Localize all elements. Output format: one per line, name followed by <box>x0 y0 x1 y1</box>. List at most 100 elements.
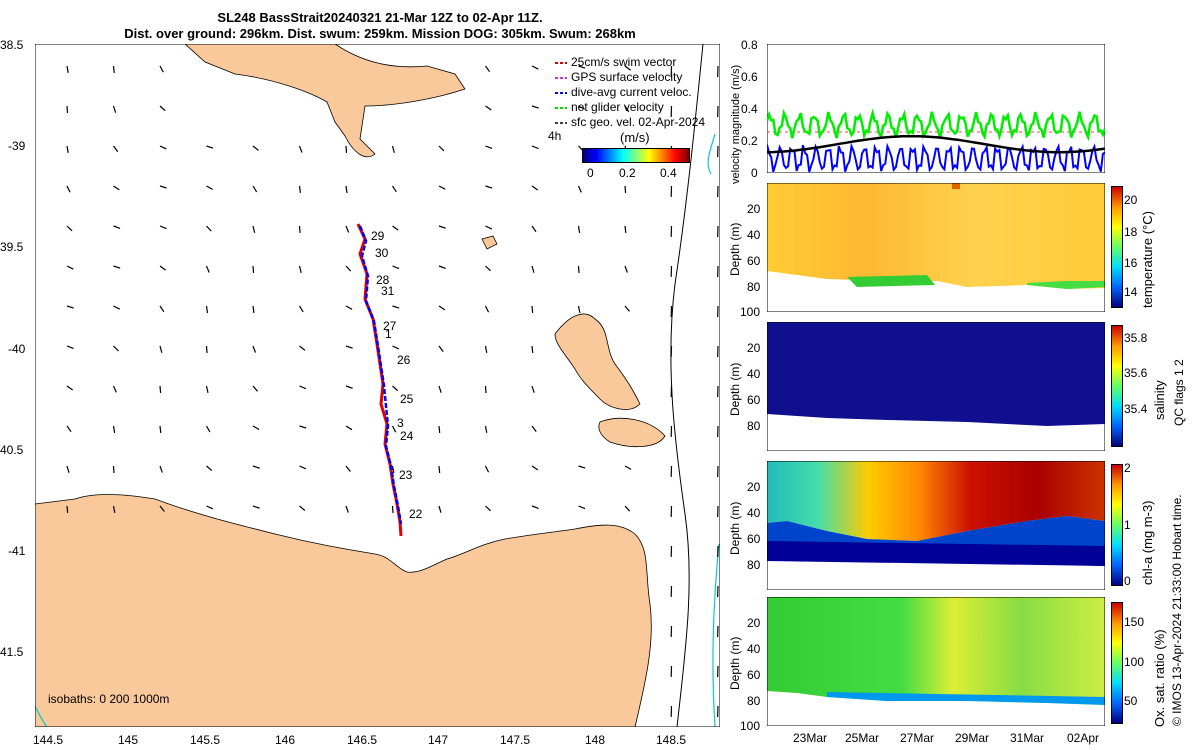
surface-velocity-arrow <box>438 305 446 311</box>
surface-velocity-arrow <box>298 185 301 194</box>
land-flinders <box>554 313 641 410</box>
surface-velocity-arrow <box>159 105 166 112</box>
surface-velocity-arrow <box>624 465 632 470</box>
surface-velocity-arrow <box>159 305 165 313</box>
surface-velocity-arrow <box>205 265 210 273</box>
day-label: 27 <box>383 319 397 333</box>
surface-velocity-arrow <box>345 425 353 431</box>
surface-velocity-arrow <box>484 465 490 473</box>
surface-velocity-arrow <box>531 225 537 233</box>
lat-tick: 39.5 <box>0 240 24 254</box>
day-label: 3 <box>397 416 404 430</box>
temp-cb-tick: 18 <box>1124 225 1138 239</box>
time-tick: 29Mar <box>955 731 990 745</box>
surface-velocity-arrow <box>252 225 256 233</box>
surface-velocity-arrow <box>159 225 167 230</box>
surface-velocity-arrow <box>577 225 581 234</box>
temperature-colorbar <box>1111 186 1123 308</box>
surface-velocity-arrow <box>252 385 259 392</box>
legend-sfc-geo: sfc geo. vel. 02-Apr-2024 <box>571 115 706 129</box>
depth-tick: 20 <box>747 341 761 355</box>
surface-velocity-arrow <box>206 465 213 471</box>
surface-velocity-arrow <box>345 145 348 154</box>
surface-velocity-arrow <box>391 425 397 433</box>
lat-tick: 40.5 <box>0 443 24 457</box>
surface-velocity-arrow <box>299 505 306 511</box>
surface-velocity-arrow <box>531 185 539 191</box>
surface-velocity-arrow <box>438 345 444 352</box>
surface-velocity-arrow <box>66 145 69 153</box>
surface-velocity-arrow <box>485 185 493 189</box>
surface-velocity-arrow <box>113 265 121 269</box>
surface-velocity-arrow <box>624 265 628 273</box>
vel-tick: 0 <box>751 166 758 180</box>
surface-velocity-arrow <box>66 225 73 232</box>
surface-velocity-arrow <box>252 305 255 314</box>
surface-velocity-arrow <box>205 345 208 354</box>
oxygen-section <box>767 597 1105 726</box>
surface-velocity-arrow <box>299 345 306 351</box>
surface-velocity-arrow <box>159 505 165 512</box>
surface-velocity-arrow <box>531 145 539 150</box>
depth-tick: 80 <box>747 419 761 433</box>
land-tasmania <box>35 494 652 727</box>
surface-velocity-arrow <box>485 225 493 230</box>
surface-velocity-arrow <box>252 265 255 274</box>
surface-velocity-arrow <box>252 505 260 509</box>
surface-velocity-arrow <box>624 185 627 194</box>
surface-velocity-arrow <box>252 185 258 193</box>
colorbar-tick: 0.2 <box>619 166 636 180</box>
temperature-ylabel: Depth (m) <box>728 222 742 276</box>
surface-velocity-arrow <box>391 465 395 473</box>
glider-track-blue <box>358 225 403 525</box>
land-victoria <box>184 44 466 158</box>
day-label: 26 <box>397 353 411 367</box>
surface-velocity-arrow <box>531 385 535 393</box>
surface-velocity-arrow <box>66 345 74 350</box>
surface-velocity-arrow <box>206 225 212 232</box>
surface-velocity-arrows <box>66 65 719 718</box>
surface-velocity-arrow <box>531 465 539 471</box>
time-tick: 31Mar <box>1010 731 1045 745</box>
salinity-cblabel: salinity <box>1152 380 1167 420</box>
land-small-island <box>481 235 498 250</box>
surface-velocity-arrow <box>205 425 211 433</box>
surface-velocity-arrow <box>485 105 492 111</box>
chla-colorbar <box>1111 464 1123 586</box>
surface-velocity-arrow <box>113 345 119 352</box>
surface-velocity-arrow <box>438 265 446 269</box>
lat-tick: -39 <box>8 139 26 153</box>
day-label: 23 <box>399 468 413 482</box>
surface-velocity-arrow <box>112 425 116 434</box>
oxygen-colorbar <box>1111 602 1123 724</box>
salinity-colorbar <box>1111 325 1123 447</box>
depth-tick: 20 <box>747 616 761 630</box>
surface-velocity-arrow <box>66 385 74 391</box>
surface-velocity-arrow <box>484 345 488 353</box>
surface-velocity-arrow <box>113 225 121 229</box>
salinity-section <box>767 322 1105 451</box>
surface-velocity-arrow <box>391 185 397 193</box>
surface-velocity-arrow <box>391 145 395 153</box>
lat-tick: -40 <box>8 342 26 356</box>
surface-velocity-arrow <box>531 505 539 509</box>
oxy-cb-tick: 150 <box>1124 615 1145 629</box>
land-cape-barren <box>598 417 666 448</box>
temperature-section <box>767 183 1105 312</box>
lon-tick: 146.5 <box>347 733 378 747</box>
title-line-1: SL248 BassStrait20240321 21-Mar 12Z to 0… <box>217 10 543 25</box>
vel-tick: 0.8 <box>741 38 758 52</box>
salinity-ylabel: Depth (m) <box>728 362 742 416</box>
legend-scale-label: 4h <box>548 129 562 143</box>
depth-tick: 80 <box>747 280 761 294</box>
surface-velocity-arrow <box>438 185 446 190</box>
lon-tick: 148 <box>585 733 606 747</box>
day-label: 31 <box>381 284 395 298</box>
surface-velocity-arrow <box>485 265 491 272</box>
credit-text: © IMOS 13-Apr-2024 21:33:00 Hobart time. <box>1170 494 1184 726</box>
surface-velocity-arrow <box>624 505 631 512</box>
vel-tick: 0.4 <box>741 102 758 116</box>
temp-cb-tick: 14 <box>1124 285 1138 299</box>
speed-colorbar <box>582 148 690 163</box>
chla-cb-tick: 1 <box>1124 518 1131 532</box>
